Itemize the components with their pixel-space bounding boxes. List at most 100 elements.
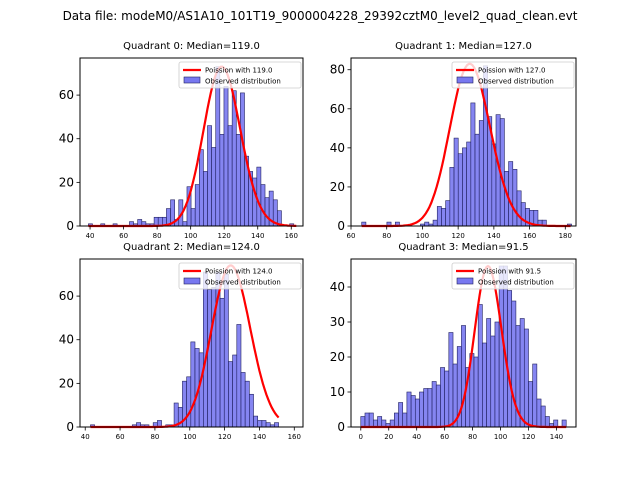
legend-label-observed: Observed distribution <box>478 78 554 86</box>
histogram-bar <box>449 167 455 227</box>
histogram-bar <box>486 318 492 428</box>
x-tick-label: 20 <box>384 433 393 441</box>
x-tick-label: 160 <box>523 232 536 240</box>
histogram-bar <box>445 200 451 227</box>
y-tick-label: 30 <box>330 315 345 329</box>
subplot-quadrant-3: Quadrant 3: Median=91.5 0 10 20 30 40 0 20 40 60 8… <box>330 242 577 441</box>
y-tick-label: 60 <box>330 102 345 116</box>
histogram-bar <box>260 184 266 227</box>
x-tick-label: 80 <box>153 232 162 240</box>
legend-bar-swatch <box>456 277 474 285</box>
x-tick-label: 120 <box>451 232 464 240</box>
y-tick-label: 20 <box>59 175 74 189</box>
histogram-bar <box>508 161 514 227</box>
histogram-bar <box>436 206 442 227</box>
legend-label-poisson: Poission with 127.0 <box>478 67 546 75</box>
y-tick-label: 40 <box>330 280 345 294</box>
x-tick-label: 80 <box>382 232 391 240</box>
histogram-bar <box>444 370 450 428</box>
histogram-bar <box>228 361 233 428</box>
histogram-bar <box>207 125 212 227</box>
histogram-bar <box>261 420 267 428</box>
histogram-bar <box>540 405 546 428</box>
histogram-bar <box>512 169 518 227</box>
histogram-bar <box>203 171 208 227</box>
legend-label-poisson: Poission with 91.5 <box>478 268 541 276</box>
histogram-bar <box>240 92 245 227</box>
histogram-bar <box>186 376 192 428</box>
subplot-quadrant-1: Quadrant 1: Median=127.0 0 20 40 60 80 60 80 100… <box>330 41 577 240</box>
legend-label-observed: Observed distribution <box>205 78 281 86</box>
histogram-bar <box>360 416 366 428</box>
histogram-bar <box>274 422 279 428</box>
histogram-bar <box>368 412 374 428</box>
x-tick-label: 60 <box>116 433 125 441</box>
x-tick-label: 60 <box>347 232 356 240</box>
histogram-bar <box>364 412 370 428</box>
histogram-bar <box>523 328 529 428</box>
histogram-bar <box>528 381 533 428</box>
histogram-bar <box>232 354 238 428</box>
histogram-bar <box>532 363 538 428</box>
x-tick-label: 0 <box>359 433 363 441</box>
histogram-bar <box>264 197 270 227</box>
figure-suptitle: Data file: modeM0/AS1A10_101T19_90000042… <box>63 9 578 23</box>
histogram-bar <box>182 221 188 227</box>
histogram-bar <box>406 391 412 428</box>
histogram-bar <box>423 388 429 428</box>
subplot-title: Quadrant 0: Median=119.0 <box>123 41 260 52</box>
legend-bar-swatch <box>183 76 201 84</box>
histogram-bar <box>198 352 204 428</box>
histogram-bar <box>253 415 259 428</box>
x-tick-label: 120 <box>218 232 231 240</box>
histogram-bar <box>227 125 233 227</box>
axes-frame <box>350 57 577 227</box>
x-tick-label: 180 <box>559 232 572 240</box>
x-tick-label: 160 <box>285 232 298 240</box>
x-tick-label: 100 <box>183 433 196 441</box>
x-tick-label: 80 <box>150 433 159 441</box>
x-tick-label: 100 <box>494 433 507 441</box>
axes-frame <box>79 57 304 227</box>
subplot-title: Quadrant 1: Median=127.0 <box>395 41 532 52</box>
x-tick-label: 100 <box>416 232 429 240</box>
histogram-bar <box>377 416 383 428</box>
histogram-bar <box>215 66 221 227</box>
y-tick-label: 0 <box>337 420 345 434</box>
y-tick-label: 10 <box>330 385 345 399</box>
histogram-bar <box>419 391 424 428</box>
subplot-quadrant-0: Quadrant 0: Median=119.0 0 20 40 60 40 60 80 100… <box>59 41 304 240</box>
histogram-bar <box>536 398 542 428</box>
histogram-bar <box>194 184 200 227</box>
y-tick-label: 0 <box>337 219 345 233</box>
histogram-bar <box>265 422 271 428</box>
y-tick-label: 20 <box>330 180 345 194</box>
histogram-bar <box>402 412 408 428</box>
histogram-bar <box>398 402 404 428</box>
histogram-bar <box>544 416 550 428</box>
histogram-bar <box>477 304 483 428</box>
y-tick-label: 60 <box>59 88 74 102</box>
histogram-bar <box>507 290 513 428</box>
x-tick-label: 140 <box>550 433 563 441</box>
histogram-bar <box>240 372 246 428</box>
x-tick-label: 100 <box>184 232 197 240</box>
axes-frame <box>79 258 304 428</box>
x-tick-label: 120 <box>522 433 535 441</box>
axes-frame <box>350 258 577 428</box>
legend-label-observed: Observed distribution <box>478 279 554 287</box>
legend-bar-swatch <box>456 76 474 84</box>
histogram-bar <box>435 384 441 428</box>
histogram-bar <box>478 120 484 227</box>
histogram-bar <box>466 141 472 227</box>
histogram-bar <box>457 153 463 227</box>
histogram-bar <box>207 289 213 428</box>
subplot-title: Quadrant 2: Median=124.0 <box>123 242 260 253</box>
histogram-bar <box>440 367 445 428</box>
legend-box <box>178 61 302 89</box>
legend-label-poisson: Poission with 124.0 <box>205 268 273 276</box>
histogram-bar <box>410 395 416 428</box>
legend-box <box>451 61 575 89</box>
histogram-bar <box>519 318 525 428</box>
